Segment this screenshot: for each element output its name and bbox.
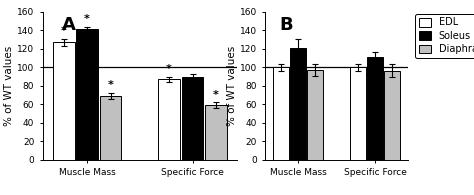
Bar [384, 71, 400, 160]
Text: A: A [62, 16, 76, 34]
Text: *: * [61, 26, 67, 36]
Y-axis label: % of WT values: % of WT values [227, 46, 237, 126]
Bar [76, 29, 98, 160]
Bar [158, 79, 180, 160]
Bar [350, 67, 366, 160]
Legend: EDL, Soleus, Diaphragm: EDL, Soleus, Diaphragm [415, 14, 474, 58]
Text: *: * [84, 14, 90, 24]
Text: *: * [213, 90, 219, 100]
Text: *: * [108, 80, 113, 90]
Bar [307, 70, 323, 160]
Bar [100, 96, 121, 160]
Bar [205, 105, 227, 160]
Text: B: B [280, 16, 293, 34]
Bar [290, 48, 306, 160]
Y-axis label: % of WT values: % of WT values [4, 46, 14, 126]
Bar [53, 42, 74, 160]
Text: *: * [166, 64, 172, 74]
Bar [367, 57, 383, 160]
Bar [182, 76, 203, 160]
Bar [273, 67, 289, 160]
